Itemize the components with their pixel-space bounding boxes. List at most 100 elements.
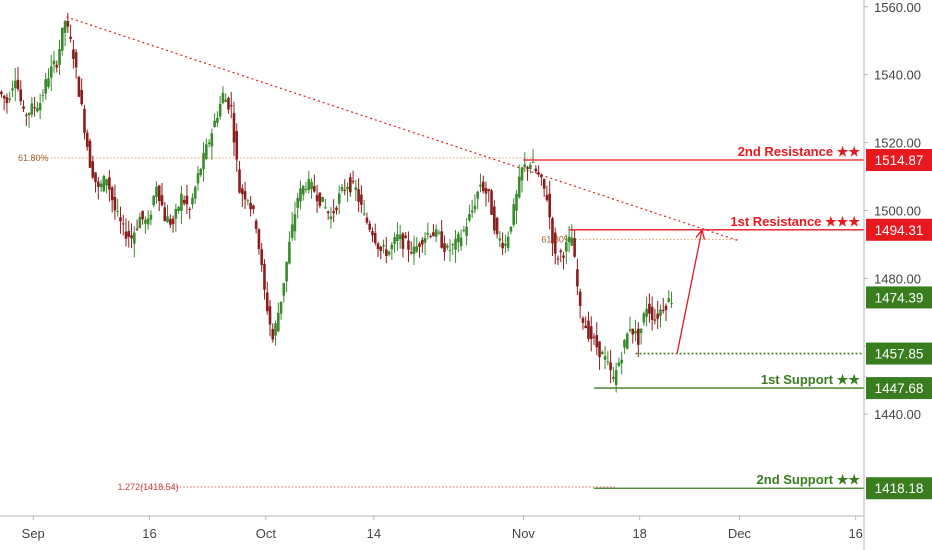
candle-body bbox=[576, 269, 579, 287]
x-tick-label: 16 bbox=[848, 526, 862, 541]
candle-body bbox=[457, 234, 460, 243]
candle-body bbox=[465, 226, 468, 236]
price-tags-layer: 1514.87 1494.31 1474.39 1457.85 1447.68 1418.… bbox=[866, 148, 932, 500]
projection-arrow-shaft bbox=[676, 229, 703, 354]
candle-body bbox=[545, 195, 549, 201]
candle-body bbox=[362, 213, 366, 215]
candle-body bbox=[127, 231, 131, 237]
candle-body bbox=[401, 233, 405, 249]
candle-body bbox=[612, 376, 615, 379]
candle-body bbox=[16, 79, 20, 90]
candle-body bbox=[47, 78, 50, 87]
candle-body bbox=[639, 328, 643, 333]
candle-body bbox=[249, 202, 252, 210]
level-label: 1st Support ★★ bbox=[761, 372, 860, 387]
candle-body bbox=[509, 226, 513, 232]
candle-body bbox=[614, 370, 618, 386]
candle-body bbox=[58, 48, 61, 65]
candle-body bbox=[332, 211, 335, 214]
candle-body bbox=[99, 183, 103, 188]
candle-body bbox=[66, 20, 70, 27]
candle-body bbox=[149, 214, 153, 220]
fibonacci-lines: 61.80% 61.80% 1.272(1418.54) bbox=[18, 153, 740, 492]
candle-body bbox=[354, 187, 358, 190]
candle-body bbox=[25, 114, 28, 116]
candle-body bbox=[52, 60, 56, 65]
candle-body bbox=[637, 328, 640, 345]
candle-body bbox=[368, 223, 371, 230]
candle-body bbox=[146, 218, 150, 225]
y-tick-label: 1480.00 bbox=[874, 271, 921, 286]
time-axis[interactable]: Sep 16 Oct 14 Nov 18 Dec 16 bbox=[22, 516, 863, 541]
candle-body bbox=[108, 177, 111, 190]
candle-body bbox=[587, 320, 590, 339]
candle-body bbox=[667, 298, 671, 302]
candle-body bbox=[656, 313, 659, 319]
candle-body bbox=[542, 178, 546, 189]
x-tick-label: 18 bbox=[632, 526, 646, 541]
candle-body bbox=[241, 188, 244, 195]
candle-body bbox=[260, 249, 263, 266]
candle-body bbox=[393, 237, 396, 244]
candle-body bbox=[8, 98, 11, 100]
y-tick-label: 1560.00 bbox=[874, 0, 921, 15]
candle-body bbox=[578, 291, 582, 307]
candle-body bbox=[434, 229, 438, 237]
candle-body bbox=[22, 106, 25, 109]
candle-body bbox=[606, 361, 610, 363]
x-tick-label: Nov bbox=[512, 526, 536, 541]
projection-arrow-head bbox=[695, 228, 706, 240]
y-tick-label: 1440.00 bbox=[874, 407, 921, 422]
x-tick-label: Sep bbox=[22, 526, 45, 541]
candle-body bbox=[609, 362, 612, 371]
candle-body bbox=[620, 359, 623, 364]
y-tick-label: 1540.00 bbox=[874, 68, 921, 83]
candle-body bbox=[340, 187, 344, 191]
candle-body bbox=[343, 190, 347, 192]
candle-body bbox=[321, 196, 324, 202]
candle-body bbox=[346, 186, 349, 190]
candle-body bbox=[349, 177, 352, 193]
candle-body bbox=[11, 88, 14, 91]
candle-body bbox=[229, 105, 233, 107]
candle-body bbox=[659, 309, 662, 316]
price-tag-value: 1494.31 bbox=[875, 223, 924, 238]
candle-body bbox=[454, 238, 457, 250]
candle-body bbox=[44, 79, 47, 94]
levels-layer: 2nd Resistance ★★ 1st Resistance ★★★ 1st S… bbox=[523, 144, 864, 489]
candle-body bbox=[592, 336, 596, 338]
candle-body bbox=[423, 237, 427, 243]
candle-body bbox=[567, 236, 571, 242]
candle-body bbox=[97, 181, 100, 187]
candle-body bbox=[296, 198, 299, 208]
candle-body bbox=[290, 224, 294, 239]
candle-body bbox=[265, 292, 269, 312]
candle-body bbox=[274, 323, 277, 336]
candle-body bbox=[515, 193, 518, 211]
candle-body bbox=[155, 186, 158, 198]
candle-body bbox=[548, 193, 551, 218]
x-tick-label: 16 bbox=[142, 526, 156, 541]
candle-body bbox=[504, 243, 507, 246]
candle-body bbox=[479, 184, 482, 187]
candle-body bbox=[390, 244, 394, 250]
candle-body bbox=[133, 232, 136, 244]
candle-body bbox=[484, 187, 488, 194]
candle-body bbox=[205, 144, 208, 160]
candle-body bbox=[180, 193, 183, 211]
candle-body bbox=[534, 168, 538, 172]
candle-body bbox=[193, 186, 197, 199]
candle-body bbox=[63, 21, 67, 33]
candle-body bbox=[202, 152, 205, 170]
candle-body bbox=[268, 306, 272, 325]
x-tick-label: 14 bbox=[367, 526, 381, 541]
candle-body bbox=[512, 204, 515, 225]
candle-body bbox=[83, 108, 86, 133]
candle-body bbox=[160, 195, 164, 206]
price-tag-value: 1514.87 bbox=[875, 153, 924, 168]
candle-body bbox=[13, 80, 17, 89]
candle-body bbox=[105, 179, 108, 186]
candle-body bbox=[216, 117, 219, 123]
candle-body bbox=[462, 229, 466, 231]
candle-body bbox=[601, 351, 604, 355]
